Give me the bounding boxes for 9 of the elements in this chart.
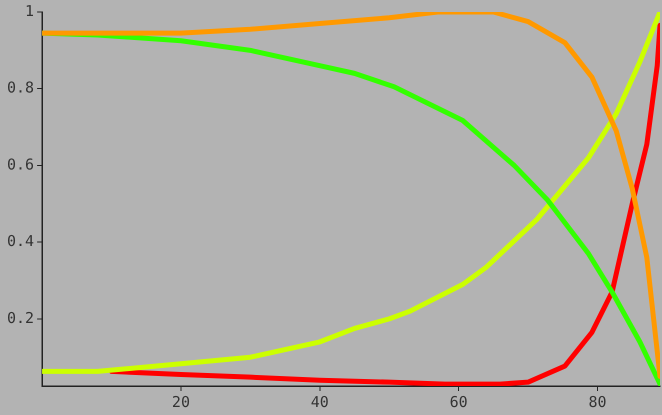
x-tick-label: 40 [310,392,329,411]
y-tick-label: 0.8 [7,78,34,97]
x-tick-label: 60 [450,392,468,411]
x-tick-label: 20 [172,392,190,411]
y-tick-label: 1 [25,2,34,20]
y-tick-label: 0.2 [7,308,34,327]
y-tick-label: 0.4 [7,232,34,250]
y-tick-label: 0.6 [7,155,34,174]
x-tick-label: 80 [588,392,607,411]
